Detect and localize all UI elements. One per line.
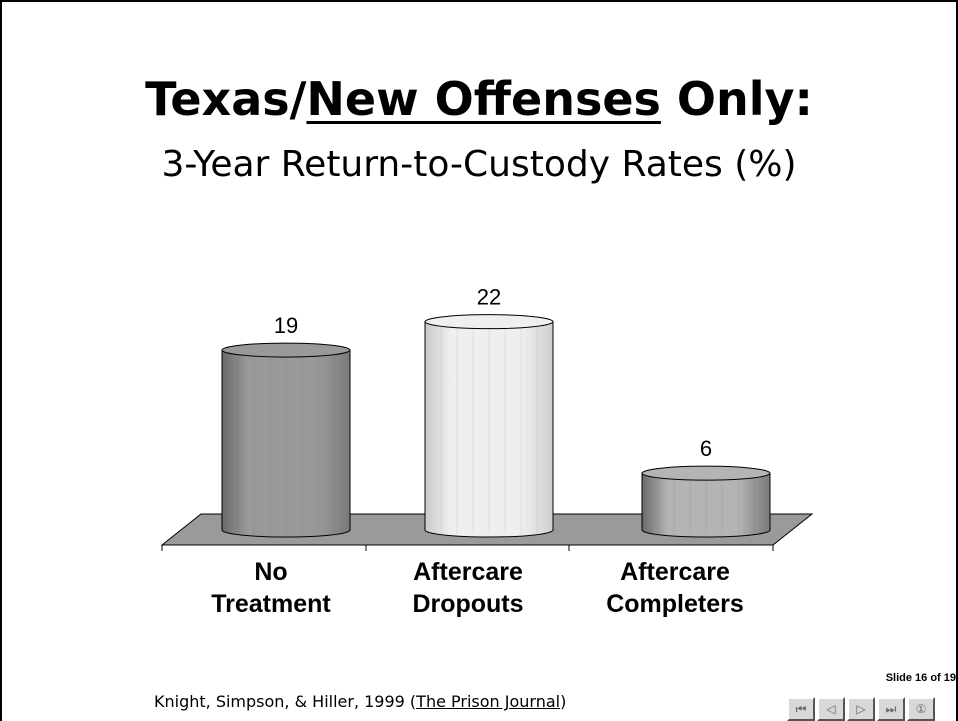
category-label-no-treatment: No Treatment	[171, 556, 371, 620]
first-slide-button[interactable]: ⏮	[787, 697, 815, 721]
category-label-aftercare-dropouts: Aftercare Dropouts	[368, 556, 568, 620]
data-label: 22	[477, 285, 501, 310]
bar	[424, 321, 554, 538]
category-label-aftercare-completers: Aftercare Completers	[575, 556, 775, 620]
citation-journal: The Prison Journal	[416, 692, 561, 711]
slide-menu-button[interactable]: ①	[907, 697, 935, 721]
data-label: 6	[700, 436, 712, 461]
category-line: Treatment	[211, 590, 331, 618]
citation-prefix: Knight, Simpson, & Hiller, 1999 (	[154, 692, 417, 711]
title-underlined: New Offenses	[306, 72, 661, 126]
data-label: 19	[274, 313, 298, 338]
category-line: Completers	[606, 590, 744, 618]
citation-suffix: )	[560, 692, 567, 711]
slide-subtitle: 3-Year Return-to-Custody Rates (%)	[161, 144, 797, 185]
bar	[221, 349, 351, 538]
slide-title: Texas/New Offenses Only:	[0, 72, 958, 126]
category-line: Aftercare	[413, 558, 523, 586]
bar-top	[221, 342, 351, 358]
title-suffix: Only:	[660, 72, 813, 126]
slide-navigation: ⏮ ◁ ▷ ⏭ ①	[787, 697, 937, 721]
slide-number: Slide 16 of 19	[885, 672, 956, 684]
citation: Knight, Simpson, & Hiller, 1999 (The Pri…	[154, 692, 566, 711]
bar-top	[424, 314, 554, 330]
category-line: Aftercare	[620, 558, 730, 586]
next-slide-button[interactable]: ▷	[847, 697, 875, 721]
bar	[641, 472, 771, 538]
category-line: Dropouts	[412, 590, 524, 618]
previous-slide-button[interactable]: ◁	[817, 697, 845, 721]
title-prefix: Texas/	[145, 72, 307, 126]
category-line: No	[254, 558, 288, 586]
last-slide-button[interactable]: ⏭	[877, 697, 905, 721]
bar-top	[641, 465, 771, 481]
